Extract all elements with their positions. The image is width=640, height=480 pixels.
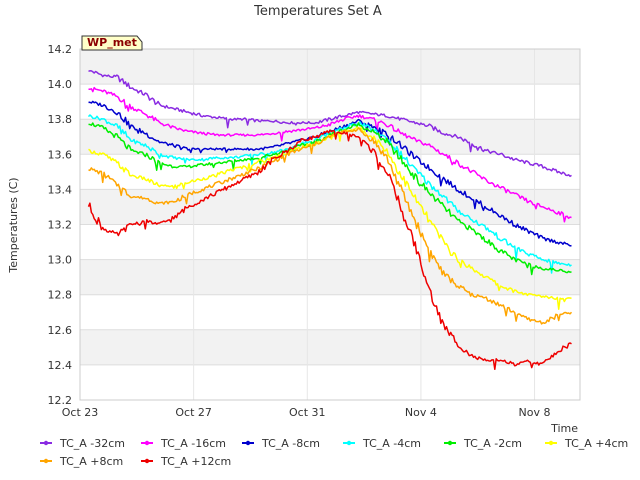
y-tick-label: 14.2 xyxy=(48,43,73,56)
legend-marker xyxy=(43,458,49,464)
plot-band xyxy=(80,154,580,190)
plot-band xyxy=(80,294,580,330)
x-tick-label: Oct 23 xyxy=(62,406,99,419)
legend-label: TC_A +4cm xyxy=(564,437,628,450)
y-tick-label: 12.6 xyxy=(48,324,73,337)
x-tick-label: Nov 4 xyxy=(405,406,437,419)
series-line xyxy=(87,129,572,371)
x-axis-label: Time xyxy=(550,422,578,435)
y-tick-label: 13.2 xyxy=(48,219,73,232)
y-tick-label: 12.4 xyxy=(48,359,73,372)
legend-label: TC_A +12cm xyxy=(160,455,231,468)
legend-item: TC_A -32cm xyxy=(40,437,125,450)
series-line xyxy=(88,126,572,310)
legend-marker xyxy=(346,440,352,446)
x-tick-label: Oct 27 xyxy=(175,406,212,419)
chart-title: Temperatures Set A xyxy=(253,4,382,19)
legend-marker xyxy=(447,440,453,446)
plot-band xyxy=(80,224,580,260)
legend-marker xyxy=(144,458,150,464)
legend-item: TC_A +8cm xyxy=(40,455,123,468)
plot-band xyxy=(80,364,580,400)
plot-band xyxy=(80,259,580,295)
legend: TC_A -32cm TC_A -16cm TC_A -8cm TC_A -4cm TC… xyxy=(40,437,628,468)
plot-frame xyxy=(79,48,581,401)
plot-band xyxy=(80,84,580,120)
x-ticks: Oct 23 Oct 27 Oct 31 Nov 4 Nov 8 xyxy=(62,406,551,419)
legend-label: TC_A -4cm xyxy=(362,437,421,450)
y-tick-label: 12.8 xyxy=(48,289,73,302)
y-axis-label: Temperatures (C) xyxy=(7,177,20,273)
y-ticks: 12.2 12.4 12.6 12.8 13.0 13.2 13.4 13.6 13.8 14.0… xyxy=(48,43,73,407)
series-line xyxy=(88,70,572,178)
series-line xyxy=(88,122,572,276)
legend-marker xyxy=(548,440,554,446)
y-tick-label: 13.0 xyxy=(48,254,73,267)
y-tick-label: 13.8 xyxy=(48,113,73,126)
legend-item: TC_A -16cm xyxy=(141,437,226,450)
legend-item: TC_A -8cm xyxy=(242,437,320,450)
legend-label: TC_A -8cm xyxy=(261,437,320,450)
legend-item: TC_A +12cm xyxy=(141,455,231,468)
legend-label: TC_A -2cm xyxy=(463,437,522,450)
legend-item: TC_A +4cm xyxy=(545,437,628,450)
legend-item: TC_A -2cm xyxy=(444,437,522,450)
badge-label: WP_met xyxy=(87,36,137,49)
y-tick-label: 13.4 xyxy=(48,183,73,196)
legend-item: TC_A -4cm xyxy=(343,437,421,450)
plot-band xyxy=(80,49,580,85)
badge: WP_met xyxy=(81,35,143,51)
legend-label: TC_A +8cm xyxy=(59,455,123,468)
y-tick-label: 13.6 xyxy=(48,148,73,161)
legend-label: TC_A -16cm xyxy=(160,437,226,450)
series-line xyxy=(88,127,573,325)
y-tick-label: 14.0 xyxy=(48,78,73,91)
y-tick-label: 12.2 xyxy=(48,394,73,407)
x-tick-label: Nov 8 xyxy=(519,406,551,419)
series-line xyxy=(88,86,572,223)
legend-marker xyxy=(245,440,251,446)
x-tick-label: Oct 31 xyxy=(289,406,326,419)
legend-marker xyxy=(144,440,150,446)
series-line xyxy=(87,114,572,274)
legend-marker xyxy=(43,440,49,446)
legend-label: TC_A -32cm xyxy=(59,437,125,450)
plot-bands xyxy=(80,49,580,400)
badge-shape xyxy=(81,35,143,51)
plot-band xyxy=(80,189,580,225)
series-lines xyxy=(87,70,573,371)
